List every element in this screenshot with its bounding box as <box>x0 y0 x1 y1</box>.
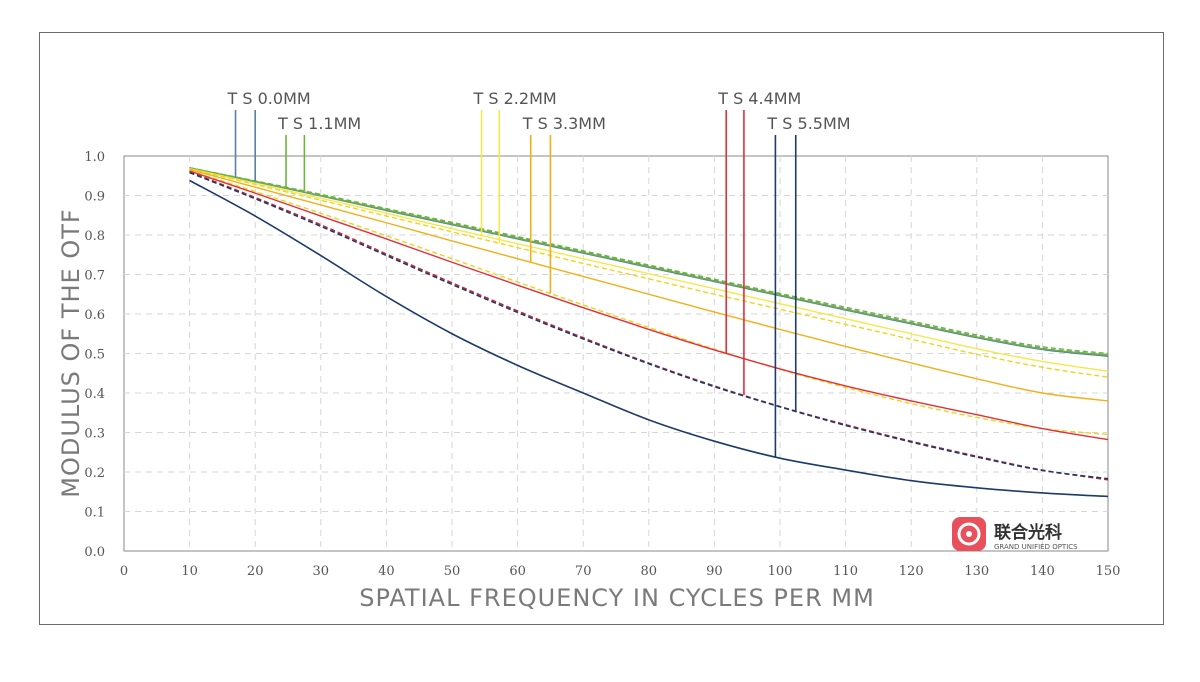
y-tick-label: 1.0 <box>84 150 105 165</box>
series-line-solid-8 <box>189 170 1109 441</box>
series-lines <box>189 167 1109 498</box>
x-tick-label: 130 <box>964 564 989 579</box>
y-tick-label: 0.8 <box>84 229 105 244</box>
y-tick-label: 0.7 <box>84 269 105 284</box>
y-tick-label: 0.0 <box>84 545 105 560</box>
logo-english: GRAND UNIFIED OPTICS <box>994 543 1078 551</box>
y-tick-label: 0.2 <box>84 466 105 481</box>
x-axis-title: SPATIAL FREQUENCY IN CYCLES PER MM <box>359 584 875 612</box>
y-tick-label: 0.5 <box>84 348 105 363</box>
series-line-solid-4 <box>189 167 1109 372</box>
ts-label: T S 1.1MM <box>277 114 361 133</box>
ts-markers: T S 0.0MM T S 1.1MM T S 2.2MM T S 3.3MM T S … <box>227 89 851 457</box>
x-tick-label: 80 <box>641 564 658 579</box>
series-line-dashed-5 <box>189 168 1109 378</box>
y-tick-label: 0.1 <box>84 506 105 521</box>
tick-labels: 0.0 0.1 0.2 0.3 0.4 0.5 0.6 0.7 0.8 0.9 1.0 0 10 20 30… <box>84 150 1120 579</box>
ts-label: T S 3.3MM <box>522 114 606 133</box>
x-tick-label: 60 <box>509 564 526 579</box>
x-tick-label: 0 <box>120 564 128 579</box>
logo-icon-ring <box>957 522 981 546</box>
x-tick-label: 120 <box>899 564 924 579</box>
x-tick-label: 90 <box>706 564 723 579</box>
ts-label: T S 5.5MM <box>766 114 850 133</box>
ts-label: T S 2.2MM <box>473 89 557 108</box>
series-line-solid-6 <box>189 168 1109 402</box>
x-tick-label: 40 <box>378 564 395 579</box>
y-tick-label: 0.4 <box>84 387 105 402</box>
y-tick-label: 0.6 <box>84 308 105 323</box>
x-tick-label: 50 <box>444 564 461 579</box>
logo-chinese: 联合光科 <box>994 522 1062 543</box>
logo: 联合光科 GRAND UNIFIED OPTICS <box>952 517 1078 551</box>
x-tick-label: 100 <box>768 564 793 579</box>
x-tick-label: 140 <box>1030 564 1055 579</box>
y-tick-label: 0.9 <box>84 190 105 205</box>
series-line-solid-2 <box>189 167 1109 356</box>
logo-icon-dot <box>966 531 972 537</box>
y-tick-label: 0.3 <box>84 427 105 442</box>
x-tick-label: 70 <box>575 564 592 579</box>
x-tick-label: 20 <box>247 564 264 579</box>
x-tick-label: 10 <box>181 564 198 579</box>
x-tick-label: 150 <box>1096 564 1121 579</box>
grid <box>123 155 1109 552</box>
series-line-dashed-3 <box>189 167 1109 355</box>
x-tick-label: 30 <box>313 564 330 579</box>
y-axis-title: MODULUS OF THE OTF <box>57 208 85 497</box>
x-tick-label: 110 <box>833 564 858 579</box>
ts-label: T S 4.4MM <box>717 89 801 108</box>
series-line-solid-10 <box>189 179 1109 498</box>
ts-label: T S 0.0MM <box>227 89 311 108</box>
series-line-dashed-11 <box>189 171 1109 480</box>
